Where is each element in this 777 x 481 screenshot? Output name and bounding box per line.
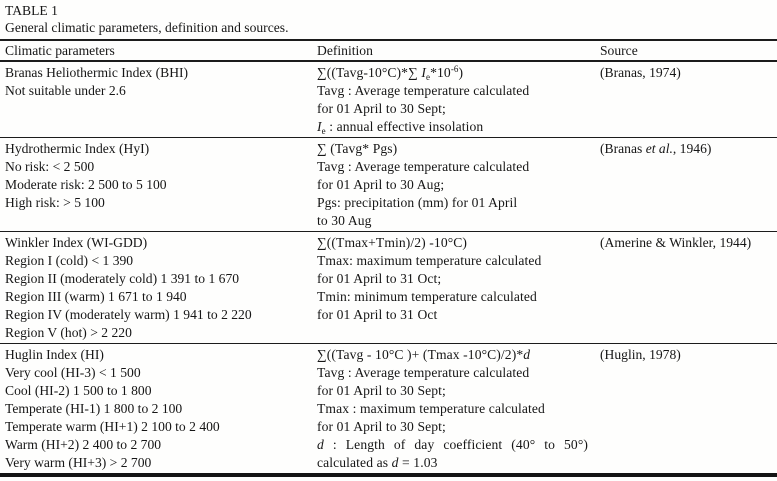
- table-caption-block: TABLE 1 General climatic parameters, def…: [0, 0, 777, 39]
- table-row-hi: Huglin Index (HI) Very cool (HI-3) < 1 5…: [0, 344, 777, 477]
- text-line: calculated as d = 1.03: [317, 455, 438, 470]
- param-cell: Hydrothermic Index (HyI) No risk: < 2 50…: [0, 140, 317, 230]
- text-line: Not suitable under 2.6: [5, 83, 126, 98]
- table-row-wi-gdd: Winkler Index (WI-GDD) Region I (cold) <…: [0, 232, 777, 344]
- table-row-bhi: Branas Heliothermic Index (BHI) Not suit…: [0, 62, 777, 138]
- text-line: Warm (HI+2) 2 400 to 2 700: [5, 437, 162, 452]
- text-line: High risk: > 5 100: [5, 195, 105, 210]
- formula-line: ∑ (Tavg* Pgs): [317, 141, 398, 156]
- text-line: Branas Heliothermic Index (BHI): [5, 65, 189, 80]
- citation: (Amerine & Winkler, 1944): [600, 235, 752, 250]
- text-line: d : Length of day coefficient (40° to 50…: [317, 437, 588, 452]
- definition-cell: ∑((Tavg-10°C)*∑ Ie*10-6) Tavg : Average …: [317, 64, 600, 136]
- column-header-definition: Definition: [317, 43, 373, 58]
- param-cell: Branas Heliothermic Index (BHI) Not suit…: [0, 64, 317, 136]
- text-line: Ie : annual effective insolation: [317, 119, 484, 136]
- text-line: for 01 April to 30 Sept;: [317, 101, 446, 116]
- param-cell: Huglin Index (HI) Very cool (HI-3) < 1 5…: [0, 346, 317, 472]
- text-line: Region III (warm) 1 671 to 1 940: [5, 289, 187, 304]
- text-line: Pgs: precipitation (mm) for 01 April: [317, 195, 518, 210]
- text-line: Region IV (moderately warm) 1 941 to 2 2…: [5, 307, 252, 322]
- text-line: Temperate (HI-1) 1 800 to 2 100: [5, 401, 183, 416]
- source-cell: (Branas et al., 1946): [600, 140, 777, 230]
- text-line: Moderate risk: 2 500 to 5 100: [5, 177, 167, 192]
- citation: (Huglin, 1978): [600, 347, 681, 362]
- table-caption: General climatic parameters, definition …: [5, 20, 289, 35]
- column-header-source: Source: [600, 43, 638, 58]
- text-line: Region V (hot) > 2 220: [5, 325, 132, 340]
- text-line: Tavg : Average temperature calculated: [317, 365, 530, 380]
- formula-line: ∑((Tmax+Tmin)/2) -10°C): [317, 235, 468, 250]
- param-cell: Winkler Index (WI-GDD) Region I (cold) <…: [0, 234, 317, 342]
- definition-cell: ∑((Tavg - 10°C )+ (Tmax -10°C)/2)*d Tavg…: [317, 346, 600, 472]
- text-line: Tavg : Average temperature calculated: [317, 159, 530, 174]
- formula-line: ∑((Tavg - 10°C )+ (Tmax -10°C)/2)*d: [317, 347, 531, 362]
- source-cell: (Amerine & Winkler, 1944): [600, 234, 777, 342]
- text-line: Winkler Index (WI-GDD): [5, 235, 148, 250]
- text-line: to 30 Aug: [317, 213, 372, 228]
- table-header-row: Climatic parameters Definition Source: [0, 39, 777, 62]
- formula-line: ∑((Tavg-10°C)*∑ Ie*10-6): [317, 64, 464, 82]
- text-line: Region II (moderately cold) 1 391 to 1 6…: [5, 271, 240, 286]
- table-label: TABLE 1: [5, 3, 58, 18]
- text-line: Tmin: minimum temperature calculated: [317, 289, 537, 304]
- citation: (Branas et al., 1946): [600, 141, 712, 156]
- source-cell: (Branas, 1974): [600, 64, 777, 136]
- text-line: Cool (HI-2) 1 500 to 1 800: [5, 383, 152, 398]
- text-line: Tmax : maximum temperature calculated: [317, 401, 545, 416]
- definition-cell: ∑ (Tavg* Pgs) Tavg : Average temperature…: [317, 140, 600, 230]
- source-cell: (Huglin, 1978): [600, 346, 777, 472]
- text-line: for 01 April to 31 Oct;: [317, 271, 442, 286]
- text-line: Region I (cold) < 1 390: [5, 253, 134, 268]
- column-header-climatic-parameters: Climatic parameters: [5, 43, 115, 58]
- text-line: Tmax: maximum temperature calculated: [317, 253, 542, 268]
- text-line: Very cool (HI-3) < 1 500: [5, 365, 141, 380]
- table-row-hyi: Hydrothermic Index (HyI) No risk: < 2 50…: [0, 138, 777, 232]
- text-line: for 01 April to 31 Oct: [317, 307, 438, 322]
- text-line: Tavg : Average temperature calculated: [317, 83, 530, 98]
- text-line: for 01 April to 30 Sept;: [317, 419, 446, 434]
- definition-cell: ∑((Tmax+Tmin)/2) -10°C) Tmax: maximum te…: [317, 234, 600, 342]
- text-line: No risk: < 2 500: [5, 159, 95, 174]
- text-line: for 01 April to 30 Aug;: [317, 177, 445, 192]
- text-line: Hydrothermic Index (HyI): [5, 141, 150, 156]
- text-line: Temperate warm (HI+1) 2 100 to 2 400: [5, 419, 220, 434]
- citation: (Branas, 1974): [600, 65, 681, 80]
- text-line: Very warm (HI+3) > 2 700: [5, 455, 152, 470]
- text-line: Huglin Index (HI): [5, 347, 104, 362]
- text-line: for 01 April to 30 Sept;: [317, 383, 446, 398]
